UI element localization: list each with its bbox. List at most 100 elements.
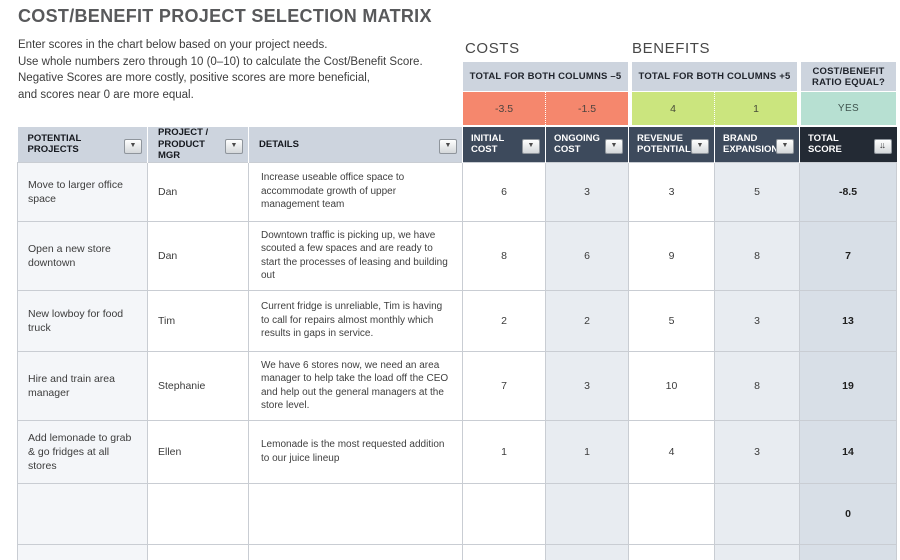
cell-project[interactable]	[17, 482, 148, 545]
filter-dropdown-icon: ▼	[781, 142, 789, 150]
cell-brand-expansion[interactable]: 8	[714, 350, 800, 421]
cell-total-score: 13	[799, 289, 897, 352]
revenue-potential-total: 4	[632, 92, 715, 125]
benefits-total-header: TOTAL FOR BOTH COLUMNS +5	[632, 62, 797, 91]
table-row: 0	[17, 543, 897, 560]
cell-manager[interactable]: Dan	[147, 220, 249, 291]
cell-revenue-potential[interactable]: 4	[628, 419, 715, 484]
ratio-equal-value: YES	[801, 92, 896, 125]
cell-brand-expansion[interactable]: 8	[714, 220, 800, 291]
filter-dropdown-icon: ▼	[696, 142, 704, 150]
ongoing-cost-total: -1.5	[577, 102, 597, 115]
cell-details[interactable]: Current fridge is unreliable, Tim is hav…	[248, 289, 463, 352]
cell-brand-expansion[interactable]	[714, 482, 800, 545]
cell-ongoing-cost[interactable]: 3	[545, 350, 629, 421]
sort-filter-button[interactable]: ↓↓	[873, 138, 892, 154]
cell-manager[interactable]: Tim	[147, 289, 249, 352]
cell-initial-cost[interactable]: 1	[462, 419, 546, 484]
costs-totals-row: -3.5 -1.5	[463, 92, 628, 125]
cell-initial-cost[interactable]	[462, 543, 546, 560]
cell-total-score: 0	[799, 543, 897, 560]
cell-details[interactable]	[248, 482, 463, 545]
col-header-label: ONGOING COST	[554, 132, 600, 156]
filter-dropdown-icon: ▼	[129, 142, 137, 150]
cell-project[interactable]: New lowboy for food truck	[17, 289, 148, 352]
project-matrix-table: POTENTIAL PROJECTS ▼ PROJECT / PRODUCT M…	[17, 127, 897, 560]
table-row: Hire and train area manager Stephanie We…	[17, 350, 897, 421]
cell-manager[interactable]: Stephanie	[147, 350, 249, 421]
cell-initial-cost[interactable]	[462, 482, 546, 545]
cell-project[interactable]: Move to larger office space	[17, 161, 148, 222]
cell-ongoing-cost[interactable]: 6	[545, 220, 629, 291]
cell-initial-cost[interactable]: 8	[462, 220, 546, 291]
cell-details[interactable]	[248, 543, 463, 560]
col-header-label: POTENTIAL PROJECTS	[27, 132, 82, 156]
header-row: POTENTIAL PROJECTS ▼ PROJECT / PRODUCT M…	[17, 127, 897, 162]
cell-project[interactable]	[17, 543, 148, 560]
cell-details[interactable]: We have 6 stores now, we need an area ma…	[248, 350, 463, 421]
cell-revenue-potential[interactable]	[628, 482, 715, 545]
cell-project[interactable]: Hire and train area manager	[17, 350, 148, 421]
cell-total-score: 0	[799, 482, 897, 545]
cell-manager[interactable]: Dan	[147, 161, 249, 222]
cell-initial-cost[interactable]: 7	[462, 350, 546, 421]
cell-brand-expansion[interactable]: 3	[714, 419, 800, 484]
cell-manager[interactable]: Ellen	[147, 419, 249, 484]
col-header-label: BRAND EXPANSION	[723, 132, 779, 156]
cell-details[interactable]: Increase useable office space to accommo…	[248, 161, 463, 222]
cell-ongoing-cost[interactable]: 3	[545, 161, 629, 222]
cell-initial-cost[interactable]: 6	[462, 161, 546, 222]
cell-details[interactable]: Downtown traffic is picking up, we have …	[248, 220, 463, 291]
col-header-label: TOTAL SCORE	[808, 132, 842, 156]
filter-button[interactable]: ▼	[605, 138, 623, 154]
col-header-total-score: TOTAL SCORE ↓↓	[799, 127, 897, 162]
cell-revenue-potential[interactable]: 10	[628, 350, 715, 421]
col-header-label: REVENUE POTENTIAL	[637, 132, 691, 156]
table-row: 0	[17, 482, 897, 545]
cell-ongoing-cost[interactable]	[545, 543, 629, 560]
table-row: Move to larger office space Dan Increase…	[17, 161, 897, 222]
cell-total-score: 14	[799, 419, 897, 484]
filter-button[interactable]: ▼	[225, 138, 243, 154]
cell-ongoing-cost[interactable]: 2	[545, 289, 629, 352]
filter-button[interactable]: ▼	[439, 138, 457, 154]
cell-total-score: -8.5	[799, 161, 897, 222]
filter-button[interactable]: ▼	[776, 138, 794, 154]
filter-dropdown-icon: ▼	[230, 142, 238, 150]
cell-revenue-potential[interactable]: 5	[628, 289, 715, 352]
filter-button[interactable]: ▼	[691, 138, 709, 154]
brand-expansion-total: 1	[753, 102, 759, 115]
cell-details[interactable]: Lemonade is the most requested addition …	[248, 419, 463, 484]
cell-brand-expansion[interactable]: 5	[714, 161, 800, 222]
cell-brand-expansion[interactable]: 3	[714, 289, 800, 352]
cell-revenue-potential[interactable]: 3	[628, 161, 715, 222]
page-title: COST/BENEFIT PROJECT SELECTION MATRIX	[18, 6, 432, 26]
cell-ongoing-cost[interactable]: 1	[545, 419, 629, 484]
filter-button[interactable]: ▼	[124, 138, 142, 154]
col-header-ongoing-cost: ONGOING COST ▼	[545, 127, 629, 162]
cell-manager[interactable]	[147, 543, 249, 560]
col-header-revenue-potential: REVENUE POTENTIAL ▼	[628, 127, 715, 162]
col-header-label: PROJECT / PRODUCT MGR	[158, 127, 209, 161]
filter-dropdown-icon: ▼	[527, 142, 535, 150]
cell-ongoing-cost[interactable]	[545, 482, 629, 545]
cell-revenue-potential[interactable]	[628, 543, 715, 560]
cell-project[interactable]: Open a new store downtown	[17, 220, 148, 291]
benefits-totals-row: 4 1	[632, 92, 797, 125]
col-header-initial-cost: INITIAL COST ▼	[462, 127, 546, 162]
cell-total-score: 19	[799, 350, 897, 421]
filter-button[interactable]: ▼	[522, 138, 540, 154]
benefits-section-label: BENEFITS	[632, 40, 711, 57]
cell-revenue-potential[interactable]: 9	[628, 220, 715, 291]
col-header-potential-projects: POTENTIAL PROJECTS ▼	[17, 127, 148, 162]
filter-dropdown-icon: ▼	[444, 142, 452, 150]
col-header-label: INITIAL COST	[471, 132, 505, 156]
col-header-brand-expansion: BRAND EXPANSION ▼	[714, 127, 800, 162]
cell-brand-expansion[interactable]	[714, 543, 800, 560]
cell-manager[interactable]	[147, 482, 249, 545]
ratio-equal-header: COST/BENEFIT RATIO EQUAL?	[801, 62, 896, 91]
table-row: Add lemonade to grab & go fridges at all…	[17, 419, 897, 484]
cell-initial-cost[interactable]: 2	[462, 289, 546, 352]
filter-dropdown-icon: ▼	[610, 142, 618, 150]
cell-project[interactable]: Add lemonade to grab & go fridges at all…	[17, 419, 148, 484]
